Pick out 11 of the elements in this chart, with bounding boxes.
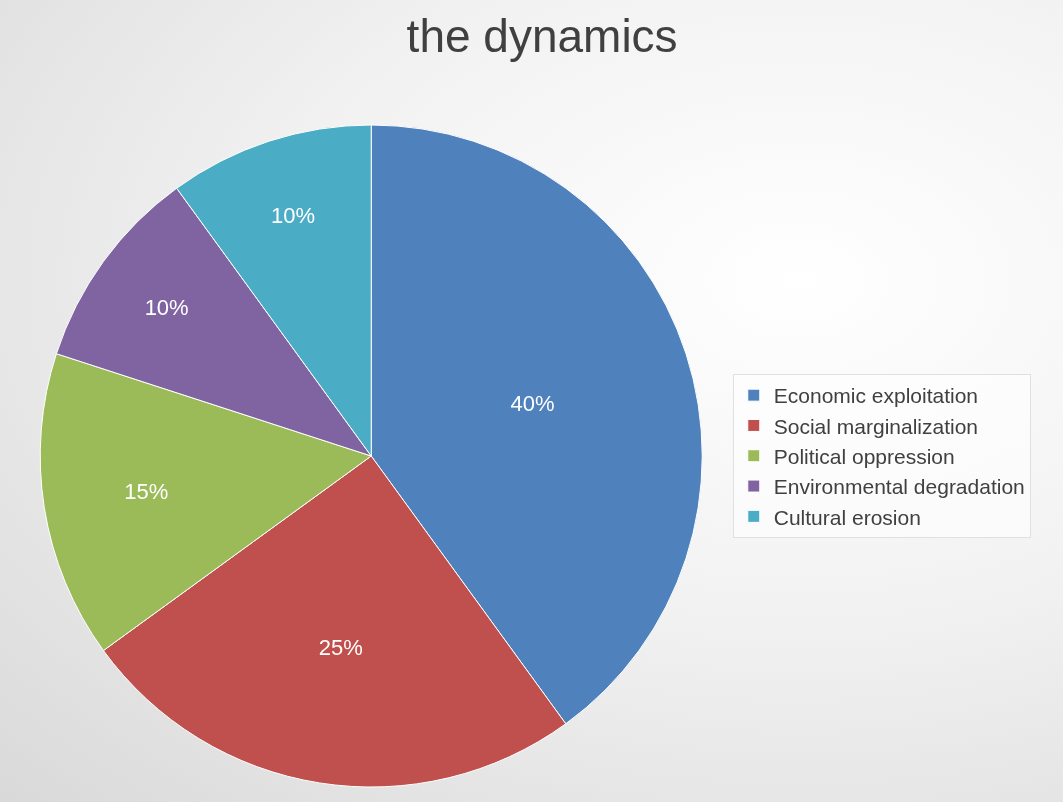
data-label: 40%	[510, 391, 555, 417]
data-label: 15%	[124, 479, 169, 505]
legend-label: Economic exploitation	[773, 384, 979, 408]
legend-label: Social marginalization	[773, 414, 979, 438]
legend-label: Political oppression	[773, 444, 955, 468]
data-label: 10%	[271, 203, 316, 229]
data-label: 25%	[318, 635, 363, 661]
legend-label: Cultural erosion	[773, 505, 921, 529]
chart-title: the dynamics	[406, 10, 678, 63]
data-label: 10%	[144, 294, 189, 320]
legend-label: Environmental degradation	[773, 475, 1025, 499]
